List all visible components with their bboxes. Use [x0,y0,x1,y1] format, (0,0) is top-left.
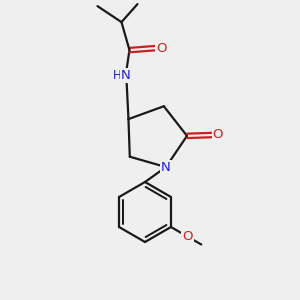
Text: N: N [121,69,130,82]
Text: N: N [161,160,171,174]
Text: O: O [213,128,223,142]
Text: O: O [182,230,193,243]
Text: H: H [113,69,122,82]
Text: O: O [156,42,167,55]
